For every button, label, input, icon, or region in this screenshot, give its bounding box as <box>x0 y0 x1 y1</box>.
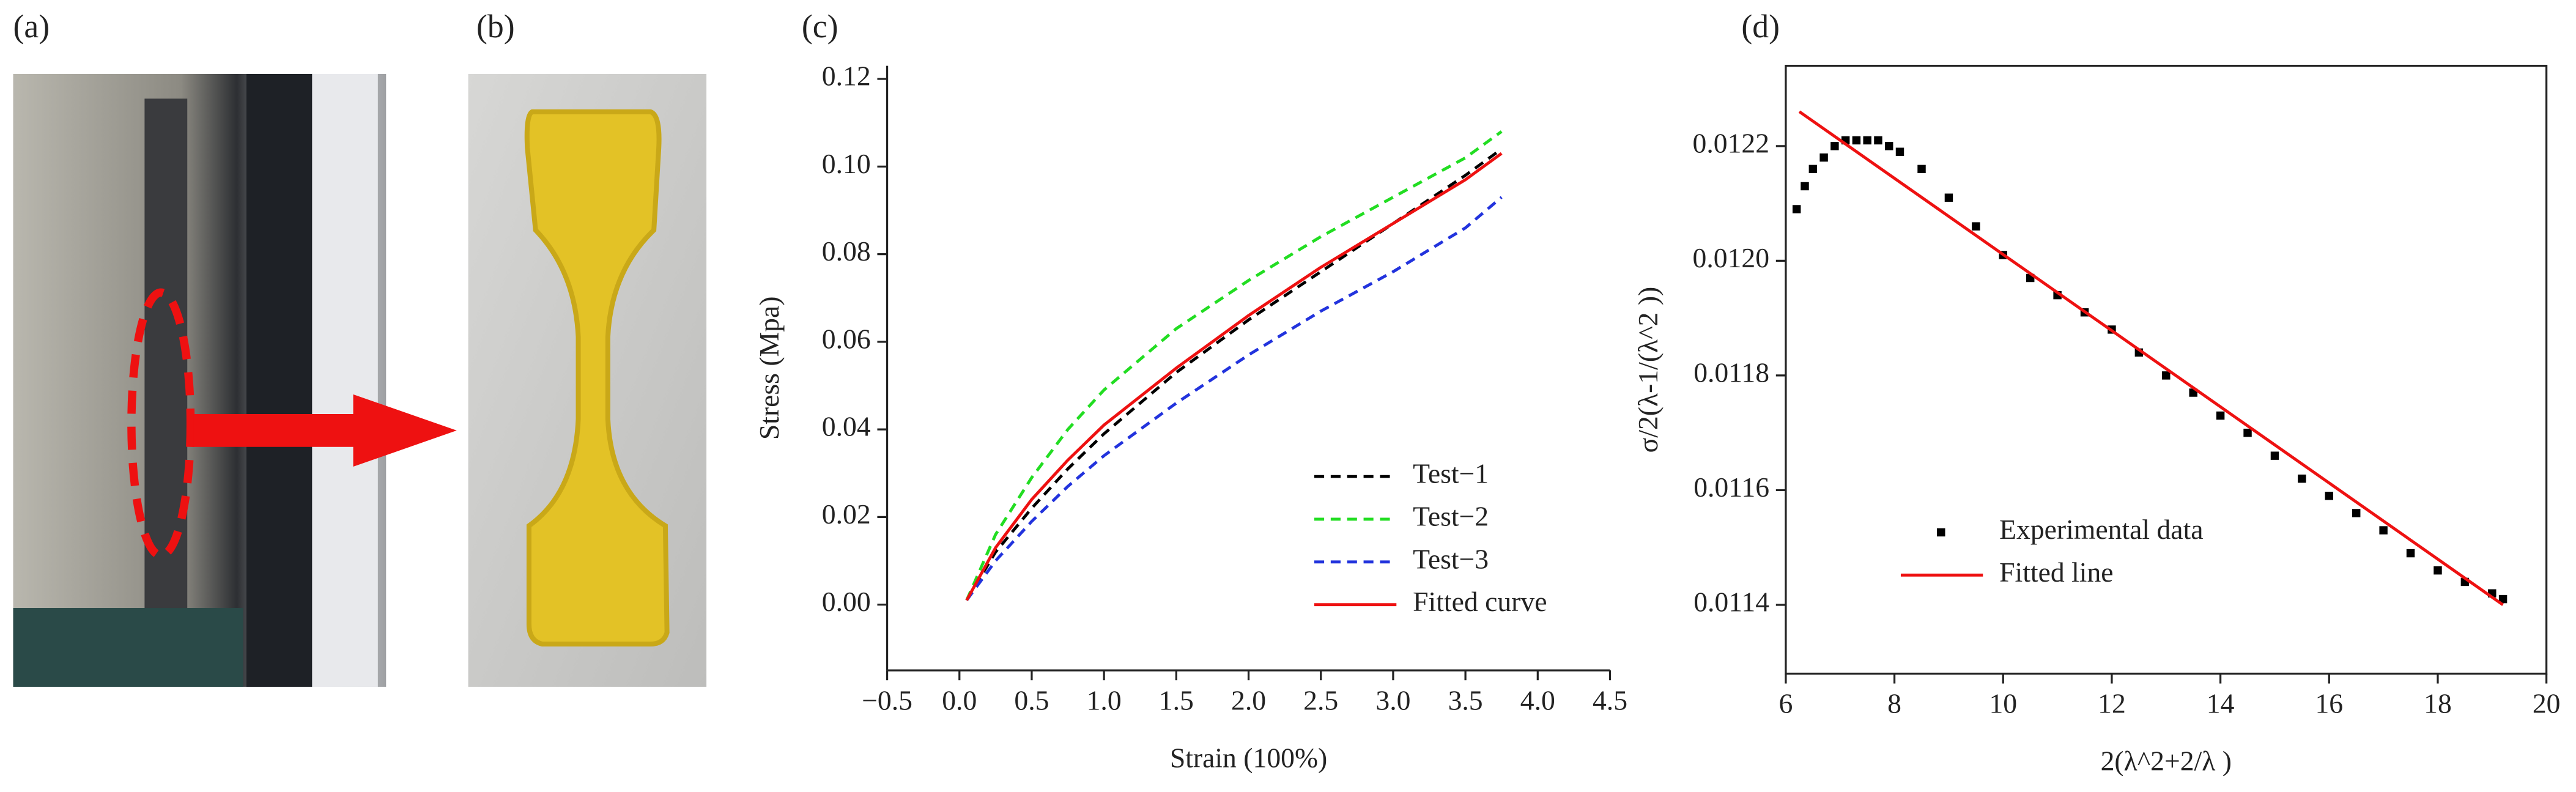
y-tick-label: 0.02 <box>822 498 871 530</box>
data-point <box>1819 153 1828 162</box>
y-tick-label: 0.06 <box>822 323 871 354</box>
x-tick-label: 6 <box>1779 688 1793 719</box>
y-axis-label: Stress (Mpa) <box>753 297 785 440</box>
x-tick-label: 1.0 <box>1087 684 1122 716</box>
data-point <box>2406 549 2415 558</box>
y-tick-label: 0.08 <box>822 235 871 267</box>
x-tick-label: 8 <box>1887 688 1901 719</box>
y-tick-label: 0.0122 <box>1693 127 1770 158</box>
series-line <box>965 130 1503 601</box>
data-point <box>1895 147 1904 156</box>
legend-label: Test−1 <box>1413 458 1489 489</box>
data-point <box>2162 371 2171 380</box>
y-tick-label: 0.00 <box>822 586 871 617</box>
x-tick-label: 1.5 <box>1159 684 1194 716</box>
legend-label: Test−2 <box>1413 500 1489 531</box>
data-point <box>1801 182 1809 191</box>
x-tick-label: 10 <box>1989 688 2017 719</box>
x-tick-label: 12 <box>2098 688 2126 719</box>
data-point <box>1863 136 1871 145</box>
panel-label: (c) <box>802 8 838 45</box>
series-line <box>1798 110 2504 606</box>
x-tick-label: 14 <box>2207 688 2235 719</box>
data-point <box>1830 142 1839 150</box>
data-point <box>2270 451 2279 460</box>
y-tick-label: 0.10 <box>822 148 871 179</box>
x-tick-label: 16 <box>2315 688 2343 719</box>
panel-label: (d) <box>1741 8 1780 45</box>
data-point <box>1917 165 1926 174</box>
x-tick-label: 3.0 <box>1375 684 1410 716</box>
legend-label: Test−3 <box>1413 543 1489 574</box>
data-point <box>1972 222 1980 231</box>
x-axis-label: 2(λ^2+2/λ ) <box>2101 746 2232 777</box>
data-point <box>2216 411 2225 420</box>
data-point <box>1792 205 1801 213</box>
series-line <box>965 152 1503 601</box>
x-tick-label: 2.5 <box>1303 684 1338 716</box>
photo-a <box>13 74 457 687</box>
legend-label: Experimental data <box>1999 514 2203 545</box>
panel-label: (b) <box>476 8 515 45</box>
data-point <box>2498 594 2508 604</box>
x-tick-label: 20 <box>2533 688 2561 719</box>
data-point <box>2434 566 2442 575</box>
data-point <box>2243 428 2252 437</box>
y-tick-label: 0.0116 <box>1693 472 1769 503</box>
data-point <box>1808 165 1818 174</box>
y-tick-label: 0.0114 <box>1693 586 1769 617</box>
data-point <box>2379 526 2388 535</box>
x-tick-label: 0.0 <box>942 684 977 716</box>
legend-label: Fitted curve <box>1413 586 1547 617</box>
legend-marker <box>1937 528 1945 537</box>
x-tick-label: 3.5 <box>1448 684 1483 716</box>
data-point <box>2325 492 2334 500</box>
x-axis-label: Strain (100%) <box>1170 742 1327 773</box>
y-tick-label: 0.0120 <box>1693 242 1770 273</box>
data-point <box>1944 193 1953 202</box>
x-tick-label: 0.5 <box>1014 684 1049 716</box>
x-tick-label: 4.5 <box>1593 684 1627 716</box>
y-axis-label: σ/2(λ-1/(λ^2 )) <box>1632 287 1664 453</box>
photo-b <box>468 74 707 687</box>
x-tick-label: 18 <box>2424 688 2452 719</box>
legend-label: Fitted line <box>1999 557 2113 588</box>
data-point <box>1874 136 1882 145</box>
panel-label: (a) <box>13 8 50 45</box>
data-point <box>2352 509 2361 517</box>
x-tick-label: 2.0 <box>1231 684 1266 716</box>
series-line <box>965 147 1503 601</box>
series-line <box>965 196 1503 601</box>
data-point <box>1852 136 1861 145</box>
plot-frame <box>1785 64 2548 675</box>
x-tick-label: 4.0 <box>1520 684 1555 716</box>
x-tick-label: −0.5 <box>862 684 912 716</box>
data-point <box>1885 142 1893 150</box>
y-tick-label: 0.0118 <box>1693 357 1769 388</box>
data-point <box>2298 474 2306 483</box>
y-tick-label: 0.04 <box>822 411 871 442</box>
y-tick-label: 0.12 <box>822 61 871 92</box>
